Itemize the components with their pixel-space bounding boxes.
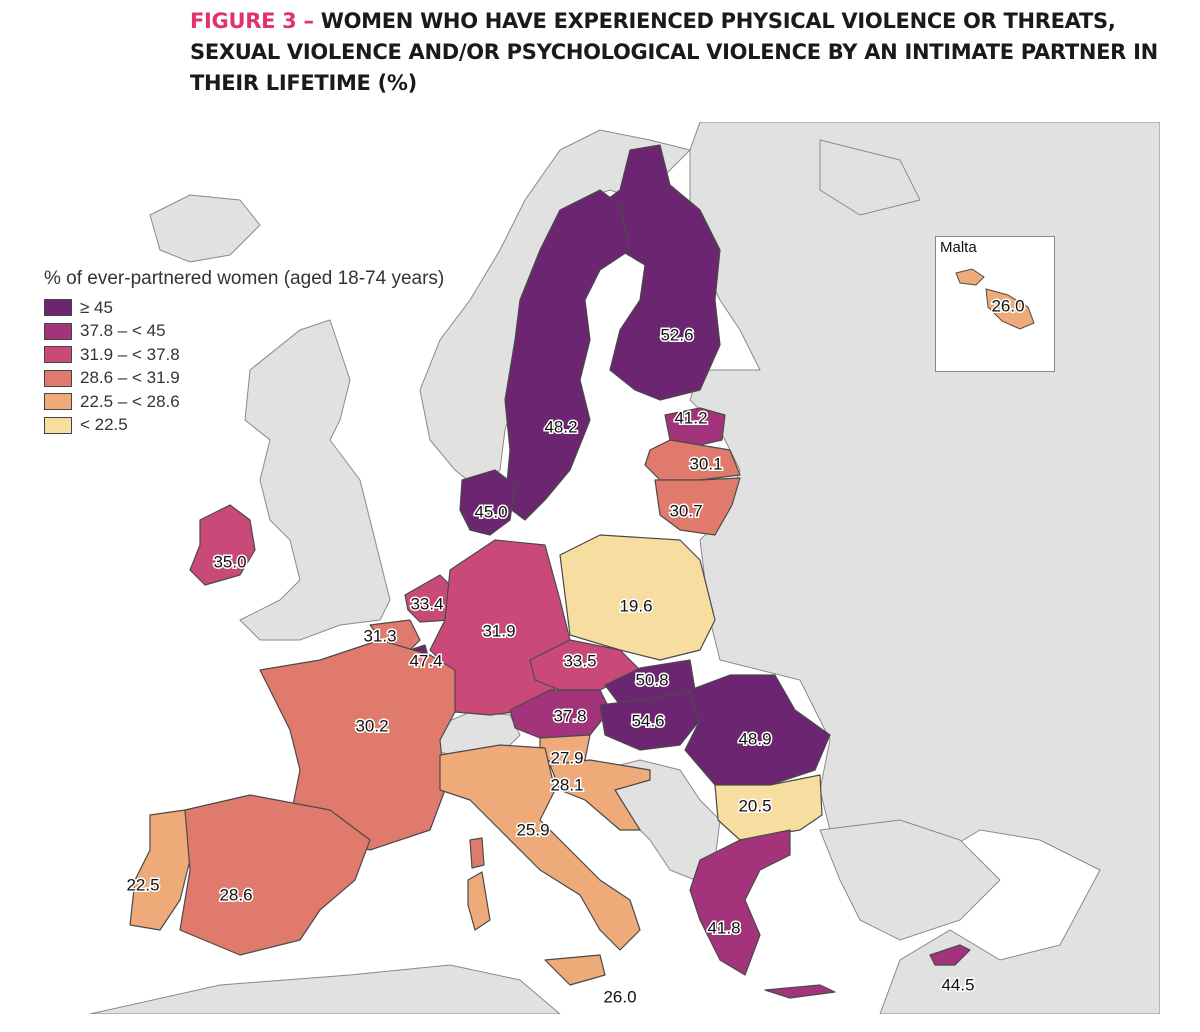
legend-label-5: 22.5 – < 28.6: [80, 391, 180, 411]
value-label-estonia: 41.2: [674, 408, 707, 427]
legend-label-4: 28.6 – < 31.9: [80, 368, 180, 388]
great-britain: [239, 319, 391, 641]
region-poland: [559, 534, 716, 661]
value-label-croatia: 28.1: [550, 775, 583, 794]
value-label-sweden: 48.2: [544, 417, 577, 436]
value-label-spain: 28.6: [219, 885, 252, 904]
legend-label-6: < 22.5: [80, 415, 128, 435]
legend: % of ever-partnered women (aged 18-74 ye…: [44, 268, 444, 437]
value-label-belgium: 31.3: [363, 626, 396, 645]
kola-peninsula: [819, 139, 921, 216]
eu-member-states: [129, 144, 971, 999]
value-label-austria: 37.8: [553, 706, 586, 725]
region-greece: [689, 829, 791, 976]
value-label-bulgaria: 20.5: [738, 796, 771, 815]
region-sicily: [544, 954, 606, 986]
legend-label-1: ≥ 45: [80, 297, 113, 317]
value-label-luxembourg: 47.4: [409, 651, 442, 670]
region-bulgaria: [714, 774, 823, 841]
value-label-czechia: 33.5: [563, 651, 596, 670]
turkey-west: [819, 819, 1001, 941]
legend-swatch-2: [44, 322, 72, 340]
region-sardinia: [467, 871, 491, 931]
legend-swatch-4: [44, 369, 72, 387]
figure-title: FIGURE 3 – WOMEN WHO HAVE EXPERIENCED PH…: [190, 6, 1170, 99]
legend-row-6: < 22.5: [44, 414, 444, 438]
legend-row-4: 28.6 – < 31.9: [44, 367, 444, 391]
value-label-slovenia: 27.9: [550, 748, 583, 767]
legend-title: % of ever-partnered women (aged 18-74 ye…: [44, 268, 445, 289]
value-label-lithuania: 30.7: [669, 501, 702, 520]
value-label-portugal: 22.5: [126, 875, 159, 894]
region-latvia: [644, 439, 741, 481]
legend-label-3: 31.9 – < 37.8: [80, 344, 180, 364]
region-austria: [509, 689, 611, 739]
value-label-denmark: 45.0: [474, 502, 507, 521]
region-denmark: [459, 469, 516, 536]
malta-inset-map: 26.0: [955, 268, 1035, 330]
legend-swatch-5: [44, 393, 72, 411]
value-label-greece: 41.8: [707, 918, 740, 937]
north-africa: [89, 964, 561, 1014]
legend-row-2: 37.8 – < 45: [44, 320, 444, 344]
region-romania: [684, 674, 831, 786]
region-croatia: [549, 759, 651, 831]
region-sweden: [504, 189, 631, 521]
value-label-hungary: 54.6: [631, 711, 664, 730]
malta-inset: Malta 26.0: [935, 236, 1055, 372]
gozo-island: [955, 268, 985, 286]
legend-row-5: 22.5 – < 28.6: [44, 390, 444, 414]
value-label-italy: 25.9: [516, 820, 549, 839]
malta-island: [985, 288, 1035, 330]
value-label-romania: 48.9: [738, 729, 771, 748]
legend-label-2: 37.8 – < 45: [80, 321, 166, 341]
value-label-poland: 19.6: [619, 596, 652, 615]
legend-row-1: ≥ 45: [44, 296, 444, 320]
value-label-latvia: 30.1: [689, 454, 722, 473]
region-lithuania: [654, 477, 741, 536]
figure-title-text: WOMEN WHO HAVE EXPERIENCED PHYSICAL VIOL…: [190, 9, 1158, 95]
region-corsica: [469, 837, 485, 869]
value-label-ireland: 35.0: [213, 552, 246, 571]
region-spain: [179, 794, 371, 956]
region-hungary: [599, 691, 701, 751]
value-label-germany: 31.9: [482, 621, 515, 640]
legend-swatch-3: [44, 346, 72, 364]
iceland: [149, 194, 261, 263]
region-crete: [764, 984, 836, 999]
malta-inset-value: 26.0: [991, 296, 1024, 315]
value-label-france: 30.2: [355, 716, 388, 735]
value-label-netherlands: 33.4: [410, 594, 443, 613]
legend-row-3: 31.9 – < 37.8: [44, 343, 444, 367]
region-italy: [439, 744, 641, 951]
value-labels: 52.6 48.2 41.2 30.1 30.7 45.0 35.0 33.4 31.3 47.4…: [125, 324, 976, 1008]
figure-label: FIGURE 3 –: [190, 9, 321, 33]
region-ireland: [189, 504, 256, 586]
malta-inset-title: Malta: [940, 239, 977, 256]
legend-swatch-6: [44, 416, 72, 434]
value-label-cyprus: 44.5: [941, 975, 974, 994]
value-label-malta: 26.0: [603, 987, 636, 1006]
legend-swatch-1: [44, 299, 72, 317]
value-label-slovakia: 50.8: [635, 670, 668, 689]
value-label-finland: 52.6: [660, 325, 693, 344]
region-cyprus: [929, 944, 971, 966]
